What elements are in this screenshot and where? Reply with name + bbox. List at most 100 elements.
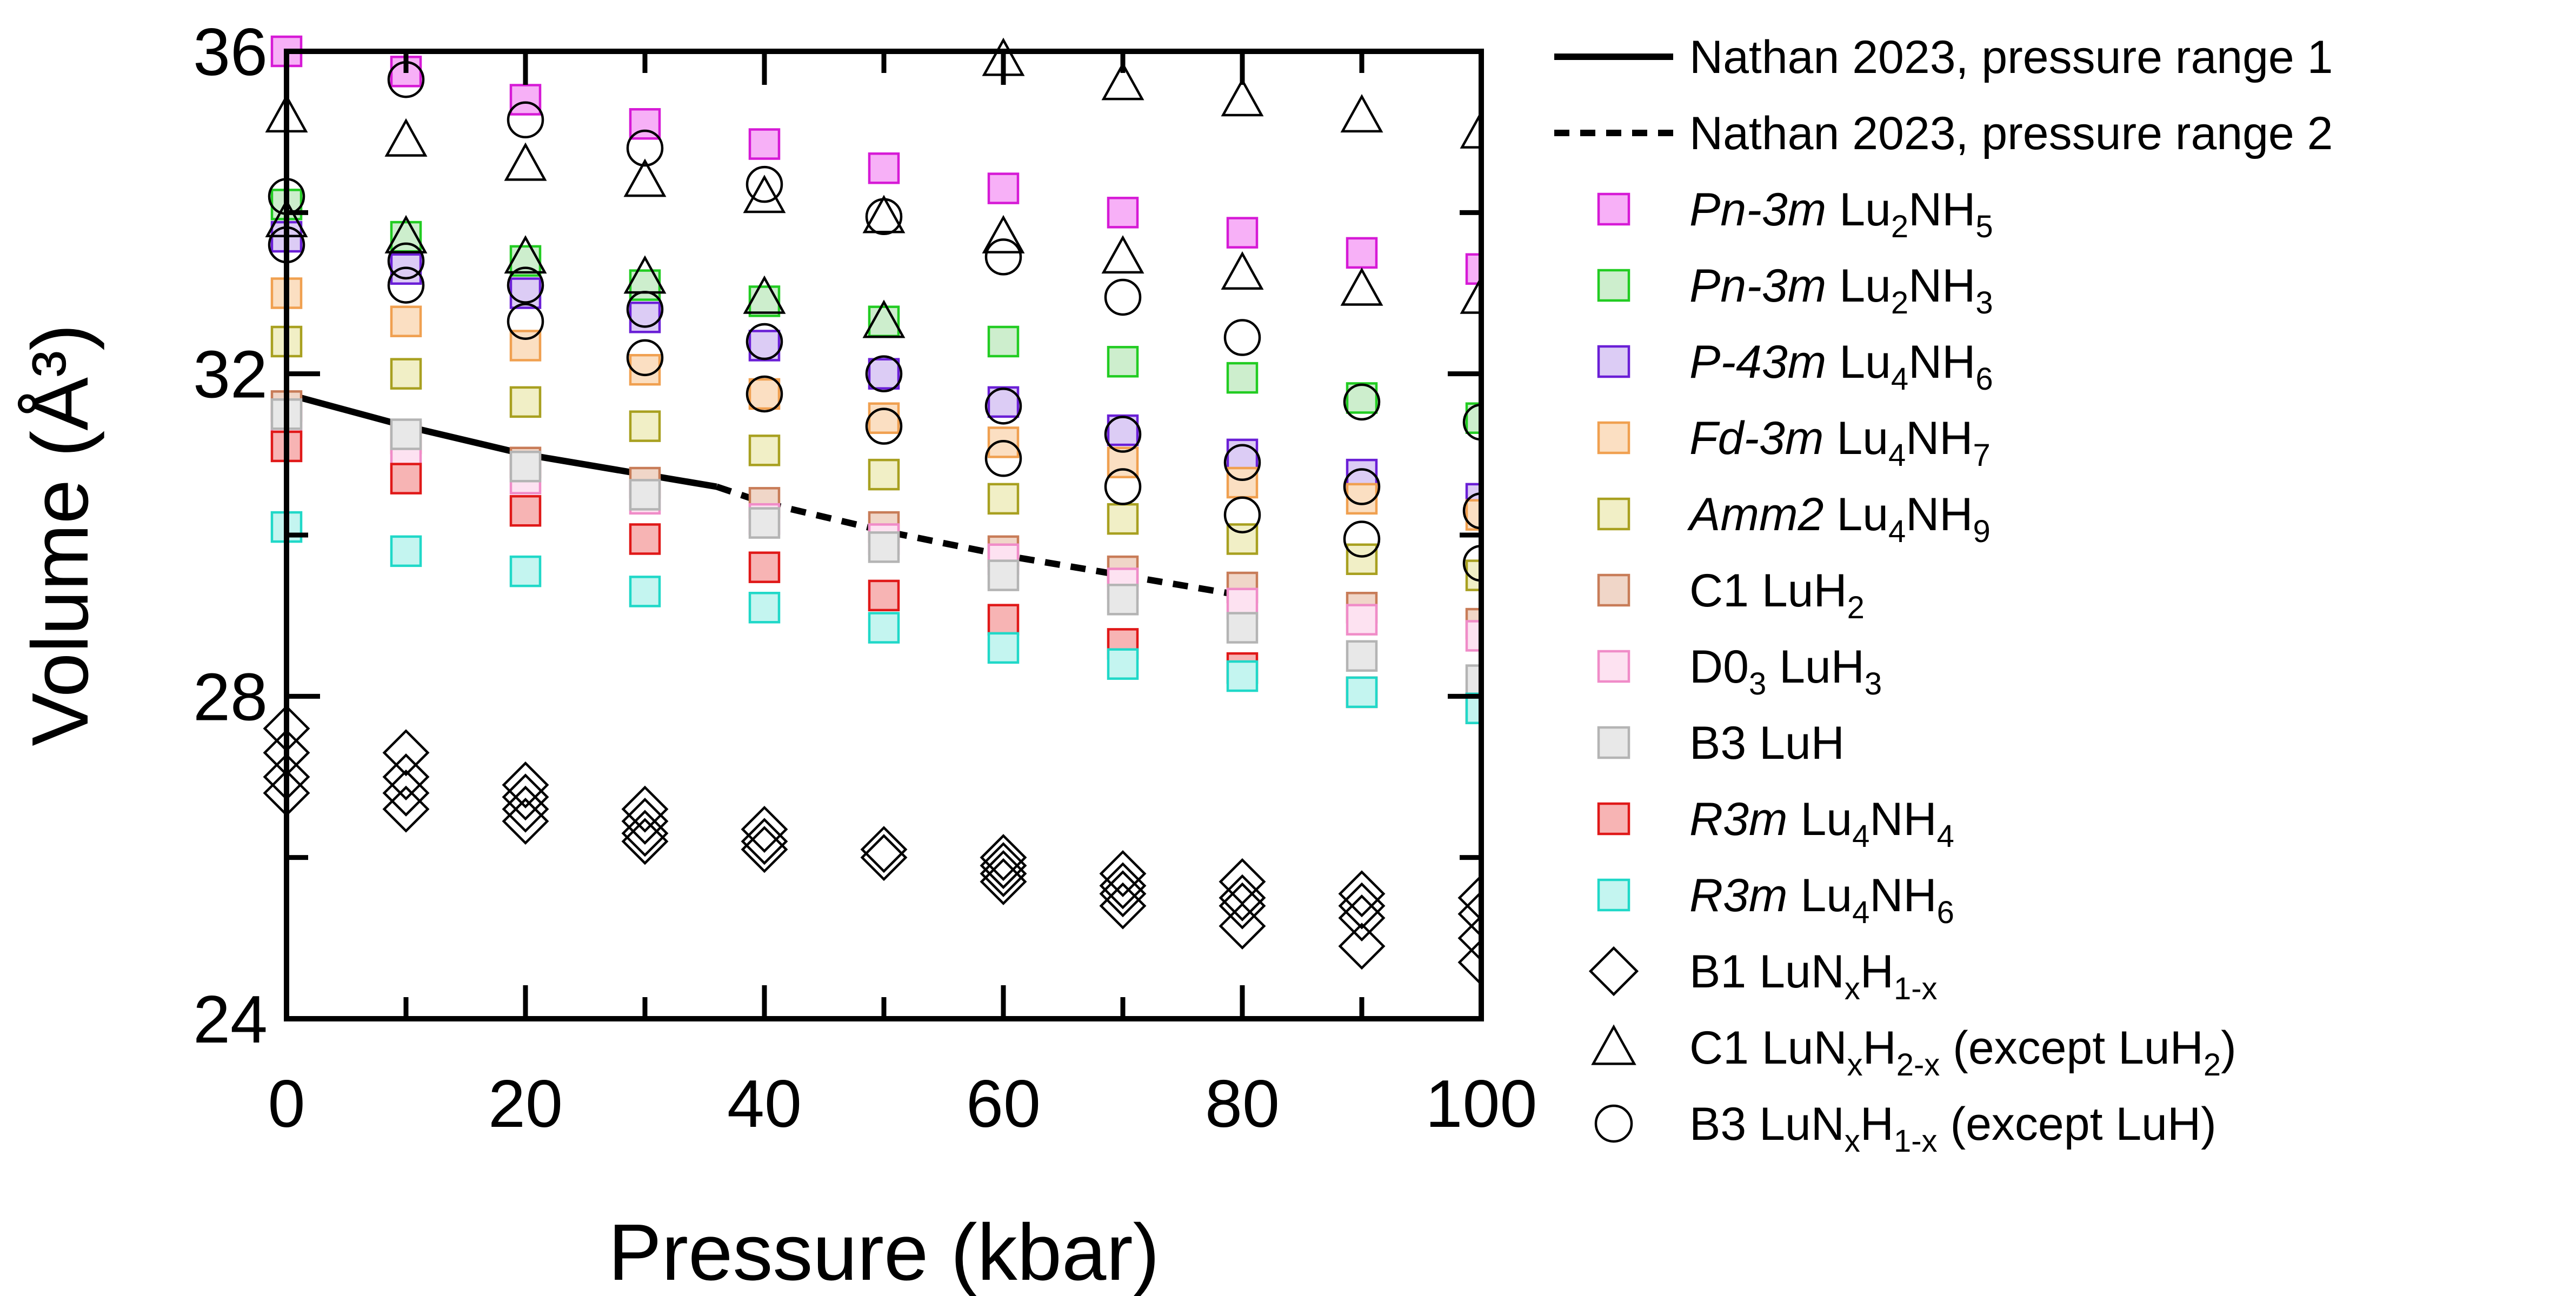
data-point-s4-4 — [748, 435, 781, 466]
data-point-s10-40 — [1457, 939, 1481, 986]
data-point-s0-6 — [987, 172, 1020, 204]
data-point-s11-4 — [743, 175, 786, 213]
data-point-s10-12 — [621, 785, 669, 833]
data-point-s11-8 — [1221, 78, 1264, 117]
data-point-s0-7 — [1107, 197, 1139, 229]
data-point-s12-9 — [1343, 383, 1381, 421]
legend-marker-3 — [1597, 421, 1630, 455]
data-point-s8-6 — [987, 604, 1020, 636]
tick-labels: 0 20 40 60 80 100 24 28 32 36 — [193, 15, 1537, 1141]
data-point-s10-10 — [502, 785, 549, 833]
legend-marker-5 — [1597, 573, 1630, 607]
x-tick-label: 20 — [488, 1067, 563, 1141]
data-point-s8-3 — [629, 523, 661, 555]
data-point-s12-23 — [507, 266, 544, 304]
data-point-s10-27 — [1099, 870, 1147, 918]
data-point-s12-17 — [984, 440, 1022, 477]
data-point-s10-38 — [1457, 890, 1481, 938]
data-point-s3-3 — [629, 353, 661, 386]
data-point-s7-6 — [987, 559, 1020, 591]
legend-marker-10 — [1588, 946, 1639, 997]
data-point-s10-23 — [980, 850, 1027, 897]
data-point-s7-5 — [868, 531, 900, 563]
data-point-s10-6 — [382, 769, 430, 817]
data-point-s8-4 — [748, 551, 781, 583]
data-point-s10-25 — [1099, 850, 1147, 897]
data-point-s4-1 — [390, 358, 422, 390]
data-point-s1-6 — [987, 325, 1020, 358]
data-point-s12-12 — [387, 266, 425, 304]
data-point-s12-7 — [1104, 278, 1142, 316]
data-point-s7-8 — [1226, 612, 1259, 644]
legend-marker-12 — [1594, 1104, 1633, 1143]
x-axis-title: Pressure (kbar) — [608, 1208, 1160, 1296]
data-point-s12-10 — [1462, 403, 1481, 441]
y-tick-label: 36 — [193, 15, 268, 90]
data-point-s7-1 — [390, 418, 422, 450]
data-point-s10-26 — [1099, 862, 1147, 910]
data-point-s7-4 — [748, 507, 781, 539]
data-point-s6-9 — [1346, 604, 1378, 636]
axes — [284, 49, 1484, 1021]
legend-label-11: C1 LuNxH2-x (except LuH2) — [1689, 1022, 2236, 1083]
y-tick-label: 24 — [193, 983, 268, 1057]
data-point-s4-5 — [868, 458, 900, 491]
data-point-s0-8 — [1226, 217, 1259, 249]
data-point-s10-5 — [382, 753, 430, 800]
data-point-s10-18 — [741, 826, 788, 873]
y-axis-title: Volume (Å³) — [16, 324, 105, 746]
data-point-s7-2 — [509, 450, 542, 483]
x-tick-label: 0 — [268, 1067, 305, 1141]
data-point-s10-24 — [980, 858, 1027, 905]
data-point-s11-20 — [1340, 267, 1383, 306]
data-point-s3-4 — [748, 378, 781, 410]
data-point-s11-16 — [862, 299, 906, 338]
data-point-s10-31 — [1219, 882, 1266, 930]
data-point-s4-3 — [629, 410, 661, 442]
data-point-s9-9 — [1346, 676, 1378, 709]
x-tick-label: 40 — [727, 1067, 802, 1141]
data-point-s12-6 — [984, 238, 1022, 276]
y-tick-label: 28 — [193, 660, 268, 734]
data-point-s8-1 — [390, 463, 422, 495]
data-point-s10-17 — [741, 818, 788, 865]
data-point-s11-2 — [504, 142, 547, 181]
data-point-s10-9 — [502, 773, 549, 821]
data-point-s11-3 — [623, 158, 667, 197]
data-point-s10-16 — [741, 805, 788, 853]
data-point-s3-1 — [390, 305, 422, 337]
data-point-s9-5 — [868, 612, 900, 644]
data-point-s10-28 — [1099, 882, 1147, 930]
y-tick-label: 32 — [193, 338, 268, 412]
data-point-s12-30 — [1343, 468, 1381, 505]
data-point-s11-9 — [1340, 94, 1383, 133]
data-point-s10-7 — [382, 785, 430, 833]
data-point-s7-7 — [1107, 584, 1139, 616]
data-point-s10-14 — [621, 810, 669, 857]
data-markers — [263, 35, 1481, 986]
legend-label-9: R3m Lu4NH6 — [1689, 870, 1954, 930]
data-point-s1-8 — [1226, 362, 1259, 394]
legend-label-8: R3m Lu4NH4 — [1689, 793, 1954, 854]
data-point-s11-15 — [743, 275, 786, 314]
data-point-s10-4 — [382, 729, 430, 777]
data-point-s1-4 — [748, 285, 781, 317]
legend-marker-11 — [1591, 1024, 1636, 1065]
data-point-s9-2 — [509, 555, 542, 587]
legend-label-line-2: Nathan 2023, pressure range 2 — [1689, 108, 2333, 159]
data-point-s12-31 — [1462, 492, 1481, 530]
data-point-s7-3 — [629, 479, 661, 511]
legend: Nathan 2023, pressure range 1 Nathan 2023… — [1554, 31, 2333, 1159]
data-point-s9-7 — [1107, 648, 1139, 680]
legend-label-10: B1 LuNxH1-x — [1689, 946, 1938, 1006]
x-tick-label: 80 — [1205, 1067, 1280, 1141]
data-point-s12-28 — [1104, 416, 1142, 453]
legend-marker-8 — [1597, 802, 1630, 836]
data-point-s12-8 — [1223, 319, 1261, 356]
data-point-s2-5 — [868, 358, 900, 390]
data-point-s0-5 — [868, 152, 900, 184]
legend-label-0: Pn-3m Lu2NH5 — [1689, 184, 1993, 244]
x-tick-label: 100 — [1426, 1067, 1537, 1141]
data-point-s12-3 — [626, 129, 664, 167]
